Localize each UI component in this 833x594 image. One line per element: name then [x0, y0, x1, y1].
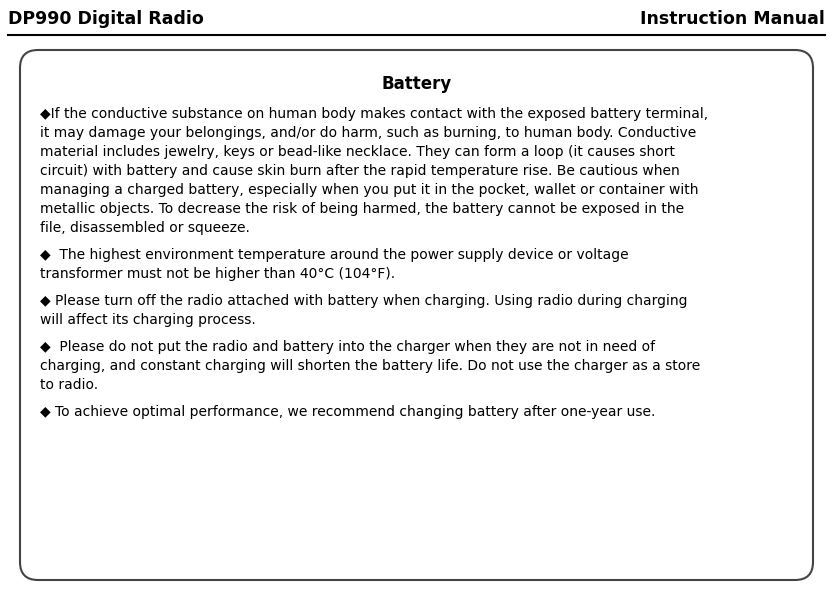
Text: managing a charged battery, especially when you put it in the pocket, wallet or : managing a charged battery, especially w… — [40, 183, 699, 197]
FancyBboxPatch shape — [20, 50, 813, 580]
Text: circuit) with battery and cause skin burn after the rapid temperature rise. Be c: circuit) with battery and cause skin bur… — [40, 164, 680, 178]
Text: Instruction Manual: Instruction Manual — [640, 10, 825, 28]
Text: ◆If the conductive substance on human body makes contact with the exposed batter: ◆If the conductive substance on human bo… — [40, 107, 708, 121]
Text: charging, and constant charging will shorten the battery life. Do not use the ch: charging, and constant charging will sho… — [40, 359, 701, 373]
Text: ◆  Please do not put the radio and battery into the charger when they are not in: ◆ Please do not put the radio and batter… — [40, 340, 655, 354]
Text: file, disassembled or squeeze.: file, disassembled or squeeze. — [40, 221, 250, 235]
Text: DP990 Digital Radio: DP990 Digital Radio — [8, 10, 204, 28]
Text: ◆  The highest environment temperature around the power supply device or voltage: ◆ The highest environment temperature ar… — [40, 248, 629, 262]
Text: transformer must not be higher than 40°C (104°F).: transformer must not be higher than 40°C… — [40, 267, 395, 281]
Text: will affect its charging process.: will affect its charging process. — [40, 313, 256, 327]
Text: material includes jewelry, keys or bead-like necklace. They can form a loop (it : material includes jewelry, keys or bead-… — [40, 145, 675, 159]
Text: to radio.: to radio. — [40, 378, 98, 392]
Text: it may damage your belongings, and/or do harm, such as burning, to human body. C: it may damage your belongings, and/or do… — [40, 126, 696, 140]
Text: metallic objects. To decrease the risk of being harmed, the battery cannot be ex: metallic objects. To decrease the risk o… — [40, 202, 684, 216]
Text: ◆ Please turn off the radio attached with battery when charging. Using radio dur: ◆ Please turn off the radio attached wit… — [40, 294, 687, 308]
Text: ◆ To achieve optimal performance, we recommend changing battery after one-year u: ◆ To achieve optimal performance, we rec… — [40, 405, 656, 419]
Text: Battery: Battery — [382, 75, 451, 93]
